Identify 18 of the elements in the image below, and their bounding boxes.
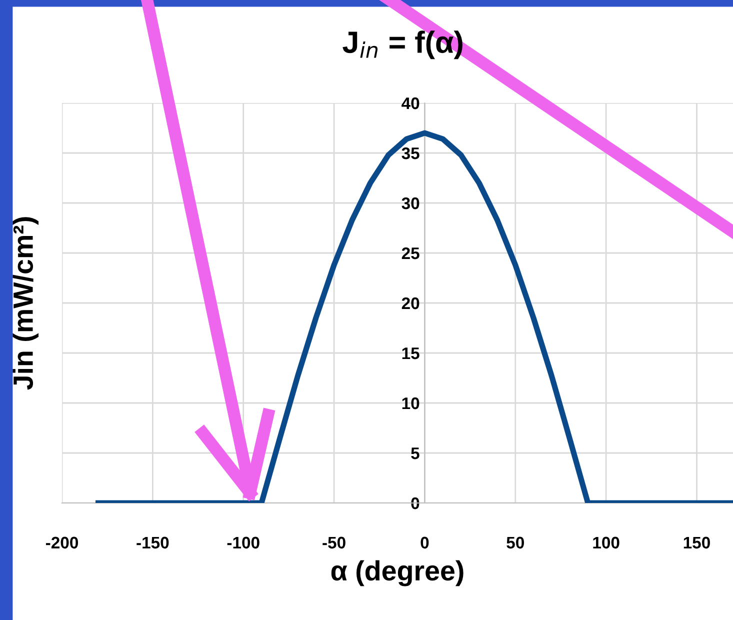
y-tick-label: 30 — [402, 197, 420, 210]
y-axis-title: Jin (mW/cm²) — [12, 217, 39, 390]
x-tick-label: -150 — [136, 536, 169, 549]
x-tick-label: -50 — [322, 536, 346, 549]
y-tick-label: 10 — [402, 397, 420, 410]
x-tick-label: 150 — [684, 536, 710, 549]
y-tick-label: 40 — [402, 97, 420, 110]
x-tick-label: 50 — [506, 536, 524, 549]
y-tick-label: 5 — [411, 448, 420, 460]
y-tick-label: 25 — [402, 247, 420, 260]
x-axis-title: α (degree) — [331, 560, 464, 586]
y-tick-label: 35 — [402, 147, 420, 160]
y-tick-label: 20 — [402, 297, 420, 310]
x-tick-label: -200 — [46, 536, 78, 549]
x-tick-label: 0 — [420, 536, 429, 549]
y-tick-label: 15 — [402, 348, 420, 360]
x-tick-label: 100 — [593, 536, 620, 549]
x-tick-label: -100 — [227, 536, 260, 549]
